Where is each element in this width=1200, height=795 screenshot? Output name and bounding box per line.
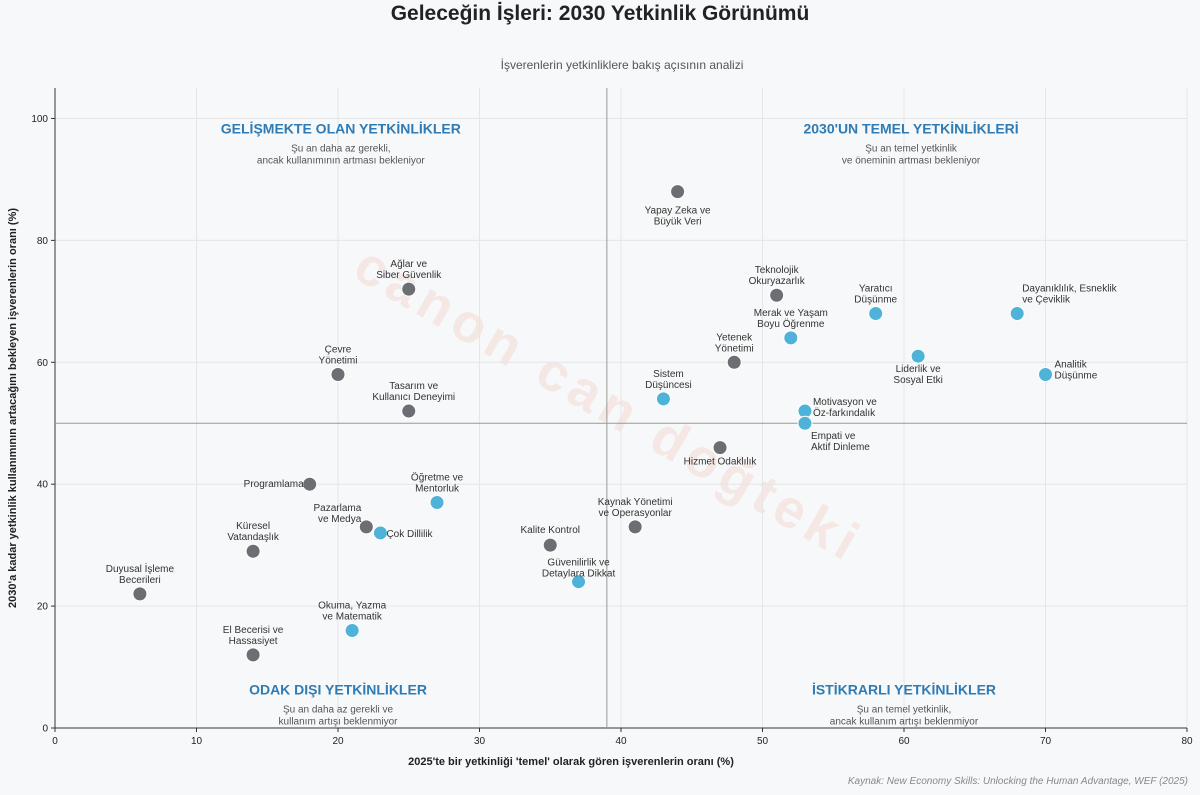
data-point <box>1009 306 1025 322</box>
data-point <box>245 647 261 663</box>
data-point <box>670 184 686 200</box>
quadrant-title: 2030'UN TEMEL YETKİNLİKLERİ <box>803 121 1018 137</box>
data-point-label: Çok Dillilik <box>386 529 433 540</box>
data-point <box>372 525 388 541</box>
data-point-label: Ağlar ve Siber Güvenlik <box>376 259 442 281</box>
data-point <box>655 391 671 407</box>
quadrant-title: ODAK DIŞI YETKİNLİKLER <box>249 681 427 697</box>
data-point-label: Liderlik ve Sosyal Etki <box>893 364 942 386</box>
data-point-label: Çevre Yönetimi <box>319 344 358 366</box>
x-tick-label: 20 <box>332 736 344 747</box>
y-tick-label: 60 <box>37 358 49 369</box>
data-point <box>571 574 587 590</box>
data-point-label: Analitik Düşünme <box>1055 359 1098 381</box>
chart-title: Geleceğin İşleri: 2030 Yetkinlik Görünüm… <box>390 2 810 25</box>
quadrant-title: İSTİKRARLI YETKİNLİKLER <box>812 681 996 697</box>
data-point-label: Güvenilirlik ve Detaylara Dikkat <box>542 558 616 580</box>
data-point-label: Empati ve Aktif Dinleme <box>811 431 870 453</box>
data-point-label: Küresel Vatandaşlık <box>227 521 280 543</box>
data-point <box>726 354 742 370</box>
data-point-label: Teknolojik Okuryazarlık <box>749 265 806 287</box>
source-note: Kaynak: New Economy Skills: Unlocking th… <box>847 776 1188 787</box>
x-tick-label: 80 <box>1181 736 1193 747</box>
data-point <box>358 519 374 535</box>
data-point <box>401 281 417 297</box>
data-point-label: Yetenek Yönetimi <box>715 332 754 354</box>
data-point-label: Kaynak Yönetimi ve Operasyonlar <box>598 497 673 519</box>
data-point <box>797 415 813 431</box>
data-point-label: Pazarlama ve Medya <box>313 503 361 525</box>
y-tick-label: 0 <box>42 724 48 735</box>
data-point <box>429 494 445 510</box>
data-point-label: Okuma, Yazma ve Matematik <box>318 600 386 622</box>
x-axis-label: 2025'te bir yetkinliği 'temel' olarak gö… <box>408 756 734 768</box>
data-point <box>783 330 799 346</box>
data-point-label: Programlama <box>244 479 304 490</box>
data-point <box>627 519 643 535</box>
data-point <box>330 366 346 382</box>
y-tick-label: 80 <box>37 236 49 247</box>
data-point-label: Tasarım ve Kullanıcı Deneyimi <box>372 381 455 403</box>
data-point <box>132 586 148 602</box>
quadrant-description: Şu an daha az gerekli, ancak kullanımının… <box>257 144 426 167</box>
y-tick-label: 20 <box>37 602 49 613</box>
x-tick-label: 70 <box>1040 736 1052 747</box>
data-point <box>245 543 261 559</box>
data-point-label: Yapay Zeka ve Büyük Veri <box>645 206 711 228</box>
data-point-label: Merak ve Yaşam Boyu Öğrenme <box>754 308 828 330</box>
quadrant-title: GELİŞMEKTE OLAN YETKİNLİKLER <box>221 121 461 137</box>
quadrant-description: Şu an daha az gerekli ve kullanım artışı … <box>279 704 399 727</box>
data-point-label: Yaratıcı Düşünme <box>854 284 897 306</box>
data-point <box>910 348 926 364</box>
data-point-label: Motivasyon ve Öz-farkındalık <box>813 397 877 419</box>
data-point-label: Sistem Düşüncesi <box>645 369 692 391</box>
x-tick-label: 30 <box>474 736 486 747</box>
data-point <box>1038 366 1053 382</box>
x-tick-label: 60 <box>898 736 910 747</box>
data-point <box>712 440 728 456</box>
chart-subtitle: İşverenlerin yetkinliklere bakış açısını… <box>500 58 744 72</box>
data-point <box>868 306 884 322</box>
quadrant-description: Şu an temel yetkinlik ve öneminin artması… <box>842 144 981 167</box>
data-point-label: Kalite Kontrol <box>521 525 580 536</box>
y-axis-label: 2030'a kadar yetkinlik kullanımının arta… <box>7 208 19 608</box>
data-point-label: Öğretme ve Mentorluk <box>411 471 464 494</box>
x-tick-label: 0 <box>52 736 58 747</box>
data-point <box>401 403 417 419</box>
x-tick-label: 50 <box>757 736 769 747</box>
data-point-label: Duyusal İşleme Becerileri <box>106 562 175 586</box>
data-point-label: Hizmet Odaklılık <box>684 457 758 468</box>
quadrant-description: Şu an temel yetkinlik, ancak kullanım art… <box>830 704 979 727</box>
y-tick-label: 100 <box>31 114 48 125</box>
data-point <box>542 537 558 553</box>
y-tick-label: 40 <box>37 480 49 491</box>
data-point <box>302 476 318 492</box>
data-point-label: El Becerisi ve Hassasiyet <box>223 625 284 647</box>
x-tick-label: 40 <box>615 736 627 747</box>
x-tick-label: 10 <box>191 736 203 747</box>
data-point <box>344 622 360 638</box>
data-point <box>769 287 785 303</box>
data-point-label: Dayanıklılık, Esneklik ve Çeviklik <box>1022 284 1117 306</box>
